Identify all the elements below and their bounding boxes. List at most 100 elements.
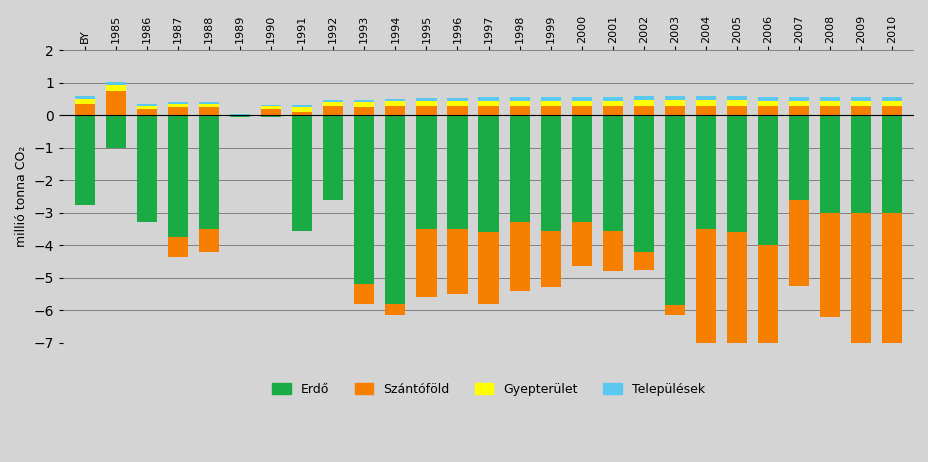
- Bar: [850, 97, 870, 101]
- Bar: [323, 105, 343, 116]
- Bar: [819, 116, 839, 213]
- Bar: [416, 116, 436, 229]
- Bar: [571, 105, 591, 116]
- Bar: [74, 97, 95, 99]
- Bar: [199, 104, 219, 107]
- Bar: [726, 105, 746, 116]
- Bar: [168, 104, 187, 107]
- Bar: [602, 105, 622, 116]
- Bar: [850, 116, 870, 213]
- Bar: [664, 100, 684, 105]
- Bar: [602, 116, 622, 231]
- Bar: [602, 231, 622, 271]
- Y-axis label: millió tonna CO₂: millió tonna CO₂: [15, 146, 28, 247]
- Bar: [695, 100, 715, 105]
- Bar: [757, 116, 778, 245]
- Bar: [633, 105, 653, 116]
- Bar: [757, 101, 778, 105]
- Bar: [385, 116, 405, 304]
- Bar: [757, 97, 778, 101]
- Bar: [354, 100, 374, 102]
- Bar: [509, 223, 529, 291]
- Bar: [168, 107, 187, 116]
- Bar: [416, 229, 436, 297]
- Bar: [385, 101, 405, 106]
- Bar: [664, 96, 684, 100]
- Bar: [291, 116, 312, 231]
- Bar: [509, 101, 529, 105]
- Bar: [323, 100, 343, 102]
- Bar: [478, 116, 498, 232]
- Bar: [509, 97, 529, 101]
- Bar: [819, 105, 839, 116]
- Bar: [291, 105, 312, 107]
- Bar: [199, 107, 219, 116]
- Bar: [261, 104, 281, 105]
- Bar: [416, 101, 436, 105]
- Bar: [788, 101, 808, 105]
- Bar: [74, 99, 95, 104]
- Bar: [261, 105, 281, 109]
- Bar: [168, 102, 187, 104]
- Bar: [602, 101, 622, 105]
- Bar: [571, 116, 591, 223]
- Bar: [447, 105, 467, 116]
- Bar: [571, 97, 591, 101]
- Bar: [416, 105, 436, 116]
- Bar: [230, 116, 250, 117]
- Bar: [385, 99, 405, 101]
- Bar: [478, 97, 498, 101]
- Bar: [106, 82, 126, 85]
- Bar: [447, 116, 467, 229]
- Bar: [695, 96, 715, 100]
- Bar: [416, 98, 436, 101]
- Bar: [106, 91, 126, 116]
- Bar: [819, 101, 839, 105]
- Bar: [540, 231, 561, 287]
- Bar: [74, 116, 95, 205]
- Bar: [447, 101, 467, 105]
- Bar: [726, 116, 746, 232]
- Bar: [571, 223, 591, 266]
- Bar: [819, 213, 839, 316]
- Bar: [136, 103, 157, 105]
- Bar: [291, 112, 312, 116]
- Bar: [199, 102, 219, 104]
- Bar: [509, 116, 529, 223]
- Bar: [882, 213, 901, 343]
- Bar: [509, 105, 529, 116]
- Bar: [136, 109, 157, 116]
- Bar: [261, 109, 281, 116]
- Bar: [136, 105, 157, 109]
- Bar: [354, 107, 374, 116]
- Bar: [354, 102, 374, 107]
- Bar: [633, 96, 653, 100]
- Bar: [168, 116, 187, 237]
- Bar: [136, 116, 157, 223]
- Bar: [882, 105, 901, 116]
- Bar: [540, 105, 561, 116]
- Bar: [695, 229, 715, 343]
- Bar: [726, 232, 746, 404]
- Bar: [168, 237, 187, 256]
- Bar: [757, 105, 778, 116]
- Bar: [323, 102, 343, 105]
- Bar: [664, 116, 684, 305]
- Bar: [664, 305, 684, 315]
- Bar: [695, 116, 715, 229]
- Bar: [882, 116, 901, 213]
- Bar: [633, 252, 653, 269]
- Bar: [478, 232, 498, 304]
- Bar: [726, 96, 746, 100]
- Bar: [819, 97, 839, 101]
- Bar: [291, 107, 312, 112]
- Bar: [664, 105, 684, 116]
- Bar: [571, 101, 591, 105]
- Bar: [478, 101, 498, 105]
- Bar: [850, 213, 870, 343]
- Bar: [447, 98, 467, 101]
- Bar: [540, 97, 561, 101]
- Bar: [540, 101, 561, 105]
- Bar: [540, 116, 561, 231]
- Bar: [788, 116, 808, 200]
